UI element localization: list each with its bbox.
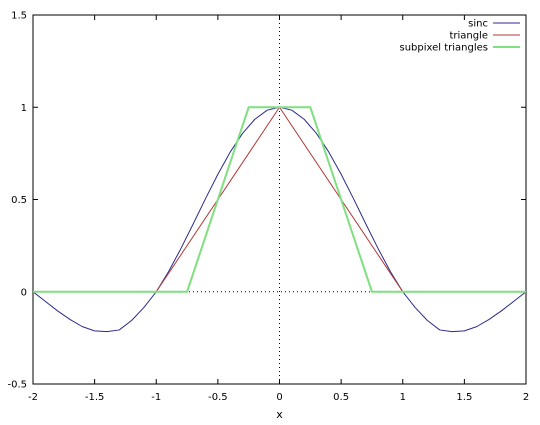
y-tick-label: 0.5 (11, 195, 27, 206)
x-tick-label: -2 (28, 392, 38, 403)
x-tick-label: 0.5 (333, 392, 349, 403)
x-tick-label: 1 (400, 392, 406, 403)
series-lines (32, 106, 527, 333)
y-tick-label: 1.5 (11, 11, 27, 22)
x-tick-label: -1 (151, 392, 161, 403)
x-tick-label: 0 (276, 392, 282, 403)
x-tick-label: 2 (523, 392, 529, 403)
series-line-subpixel-triangles (33, 106, 526, 293)
x-axis-label: x (276, 408, 283, 421)
x-tick-label: 1.5 (456, 392, 472, 403)
legend-label: sinc (468, 19, 488, 30)
x-tick-label: -0.5 (208, 392, 228, 403)
x-tick-labels: -2 -1.5 -1 -0.5 0 0.5 1 1.5 2 (28, 392, 529, 403)
x-tick-label: -1.5 (85, 392, 105, 403)
legend-label: triangle (449, 31, 488, 42)
legend-label: subpixel triangles (399, 43, 488, 54)
y-tick-label: 0 (21, 287, 27, 298)
y-tick-label: 1 (21, 103, 27, 114)
zero-axes (33, 15, 526, 384)
y-tick-labels: -0.5 0 0.5 1 1.5 (7, 11, 27, 391)
y-tick-label: -0.5 (7, 380, 27, 391)
